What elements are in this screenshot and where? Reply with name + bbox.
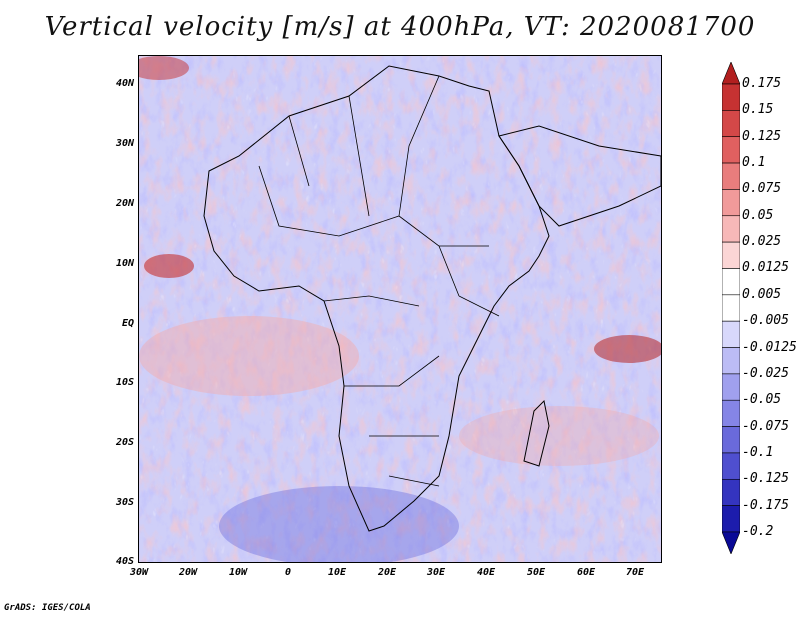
colorbar-label: 0.005 (742, 286, 782, 302)
arabian-peninsula (498, 125, 661, 227)
lat-label: 40S (115, 556, 134, 567)
lat-label: 30S (115, 497, 134, 508)
lon-label: 30W (129, 567, 149, 578)
lat-label: 10S (115, 377, 134, 388)
country-borders (258, 75, 500, 487)
colorbar-label: -0.1 (742, 444, 774, 460)
lon-label: 30E (426, 567, 446, 578)
colorbar-top-arrow (722, 62, 740, 85)
colorbar-swatch (722, 215, 740, 243)
colorbar-label: -0.005 (742, 313, 789, 329)
lon-label: 10W (228, 567, 248, 578)
colorbar-swatch (722, 189, 740, 217)
colorbar-swatch (722, 320, 740, 348)
colorbar-label: 0.025 (742, 234, 782, 250)
colorbar-swatch (722, 505, 740, 533)
madagascar-outline (523, 399, 550, 467)
colorbar-label: 0.0125 (742, 260, 789, 276)
lat-label: EQ (121, 318, 134, 329)
colorbar-swatch (722, 241, 740, 269)
colorbar-swatch (722, 136, 740, 164)
lat-label: 40N (115, 78, 134, 89)
colorbar-label: -0.025 (742, 365, 789, 381)
colorbar-swatch (722, 452, 740, 480)
lon-label: 20W (178, 567, 198, 578)
lon-label: 10E (327, 567, 347, 578)
positive-band (139, 316, 359, 396)
lat-label: 10N (115, 258, 134, 269)
colorbar-swatch (722, 110, 740, 138)
colorbar-label: -0.075 (742, 418, 789, 434)
colorbar-swatch (722, 478, 740, 506)
colorbar-label: 0.175 (742, 76, 782, 91)
colorbar-bottom-arrow (722, 531, 740, 554)
colorbar-swatch (722, 373, 740, 401)
lon-label: 0 (284, 567, 292, 578)
colorbar-label: -0.175 (742, 497, 789, 513)
lat-label: 30N (115, 138, 134, 149)
colorbar-swatch (722, 162, 740, 190)
colorbar-label: -0.05 (742, 392, 782, 408)
colorbar-label: 0.15 (742, 102, 774, 118)
negative-band (219, 486, 459, 562)
strong-updraft (144, 254, 194, 278)
colorbar-swatch (722, 426, 740, 454)
colorbar-swatch (722, 347, 740, 375)
colorbar-label: 0.125 (742, 128, 782, 144)
colorbar-label: -0.125 (742, 471, 789, 487)
colorbar-swatch (722, 294, 740, 322)
lon-label: 60E (576, 567, 596, 578)
colorbar-label: 0.05 (742, 207, 774, 223)
colorbar-label: -0.0125 (742, 339, 797, 355)
colorbar-label: -0.2 (742, 524, 774, 539)
colorbar-swatch (722, 83, 740, 111)
colorbar-swatch (722, 399, 740, 427)
footer-credit: GrADS: IGES/COLA (4, 603, 91, 613)
colorbar-label: 0.075 (742, 181, 782, 197)
lon-label: 70E (625, 567, 645, 578)
lat-label: 20N (115, 198, 134, 209)
colorbar-label: 0.1 (742, 155, 766, 171)
map-plot-area (138, 55, 662, 563)
lon-label: 50E (526, 567, 546, 578)
lon-label: 20E (377, 567, 397, 578)
lon-label: 40E (476, 567, 496, 578)
africa-map (139, 56, 661, 562)
colorbar-swatch (722, 268, 740, 296)
map-title: Vertical velocity [m/s] at 400hPa, VT: 2… (44, 12, 756, 42)
lat-label: 20S (115, 437, 134, 448)
colorbar (722, 62, 740, 554)
coastline (203, 65, 550, 532)
